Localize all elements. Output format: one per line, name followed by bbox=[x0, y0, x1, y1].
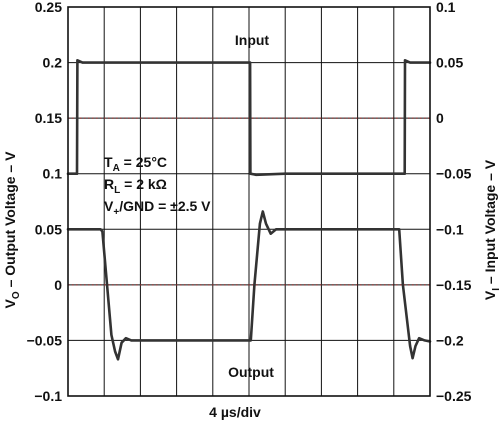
right-axis-ticks: 0.1 0.05 0 −0.05 −0.1 −0.15 −0.2 −0.25 bbox=[436, 0, 472, 404]
left-axis-ticks: 0.25 0.2 0.15 0.1 0.05 0 −0.05 −0.1 bbox=[27, 0, 63, 404]
right-tick-label: −0.05 bbox=[436, 166, 472, 182]
series-output-trace bbox=[66, 210, 432, 361]
plot-border bbox=[67, 6, 431, 397]
left-tick-label: 0.15 bbox=[35, 110, 62, 126]
left-tick-label: −0.05 bbox=[27, 332, 63, 348]
right-tick-label: −0.25 bbox=[436, 388, 472, 404]
left-axis-label: VO – Output Voltage – V bbox=[2, 151, 22, 309]
left-tick-label: 0.1 bbox=[43, 166, 63, 182]
right-tick-label: −0.1 bbox=[436, 221, 464, 237]
input-annotation: Input bbox=[235, 32, 270, 48]
plot-frame bbox=[67, 6, 431, 397]
right-tick-label: −0.15 bbox=[436, 277, 472, 293]
left-tick-label: −0.1 bbox=[34, 388, 62, 404]
right-tick-label: −0.2 bbox=[436, 332, 464, 348]
condition-supply: V+/GND = ±2.5 V bbox=[104, 198, 211, 218]
condition-temperature: TA = 25°C bbox=[104, 154, 167, 174]
left-tick-label: 0.2 bbox=[43, 55, 63, 71]
left-tick-label: 0.25 bbox=[35, 0, 62, 15]
right-tick-label: 0.1 bbox=[436, 0, 456, 15]
left-tick-label: 0.05 bbox=[35, 221, 62, 237]
traces bbox=[66, 59, 432, 361]
left-tick-label: 0 bbox=[54, 277, 62, 293]
right-tick-label: 0 bbox=[436, 110, 444, 126]
series-input-trace bbox=[66, 59, 432, 177]
right-tick-label: 0.05 bbox=[436, 55, 463, 71]
condition-load: RL = 2 kΩ bbox=[104, 176, 167, 196]
right-axis-label: VI – Input Voltage – V bbox=[482, 159, 502, 300]
output-annotation: Output bbox=[228, 364, 274, 380]
x-axis-label: 4 µs/div bbox=[209, 404, 261, 420]
